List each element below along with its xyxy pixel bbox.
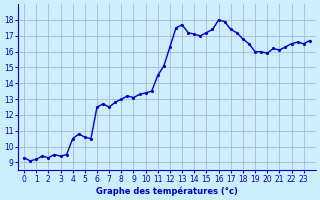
X-axis label: Graphe des températures (°c): Graphe des températures (°c) (96, 186, 238, 196)
